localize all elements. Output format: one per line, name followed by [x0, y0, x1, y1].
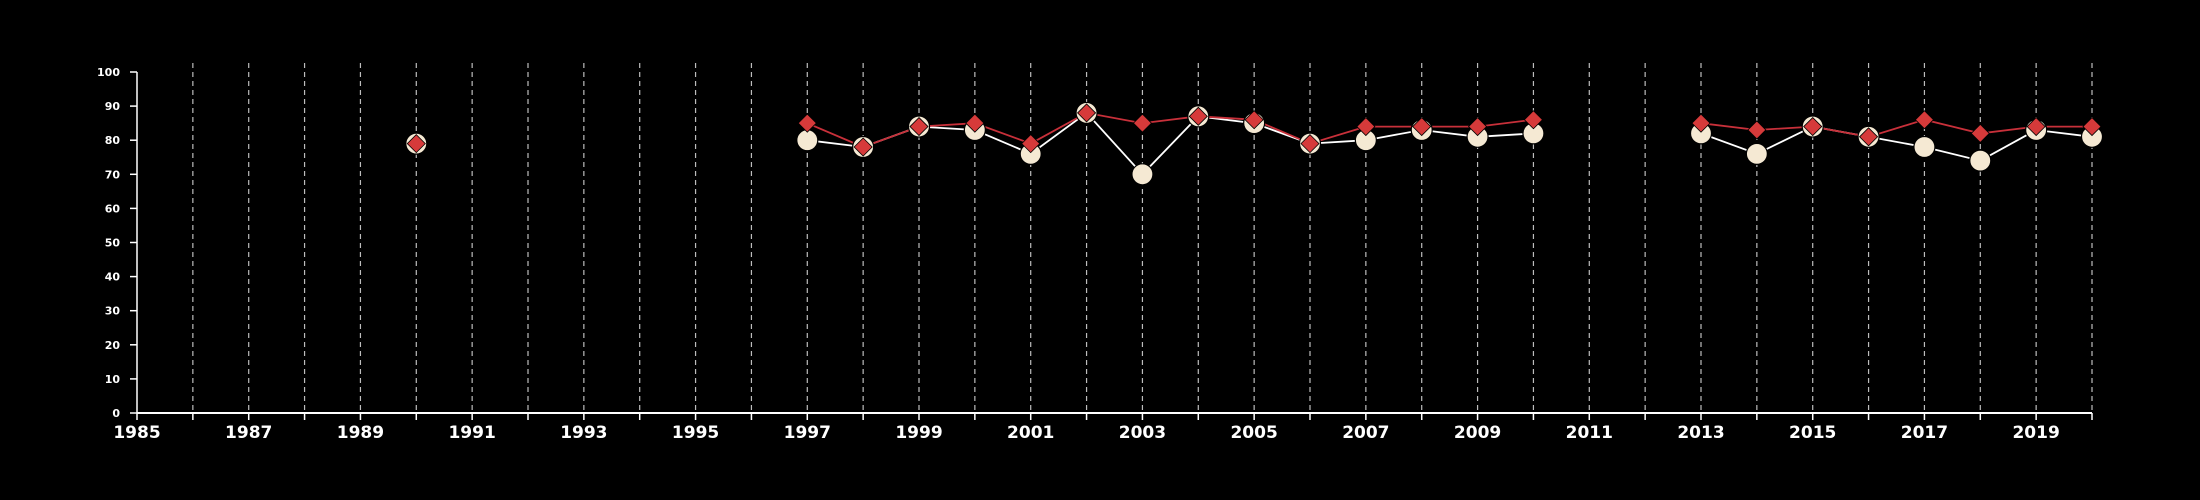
y-tick-label: 90 [105, 100, 121, 113]
data-point-diamond [797, 113, 817, 133]
data-point-diamond [1300, 134, 1320, 154]
x-tick-label: 2013 [1677, 423, 1724, 443]
data-point-diamond [1132, 113, 1152, 133]
x-tick-label: 1993 [560, 423, 607, 443]
y-tick-label: 10 [105, 373, 121, 386]
y-tick-label: 50 [105, 237, 121, 250]
x-tick-label: 1995 [672, 423, 719, 443]
x-tick-label: 2011 [1566, 423, 1613, 443]
y-tick-label: 70 [105, 168, 121, 181]
data-point-diamond [1077, 103, 1097, 123]
x-tick-label: 2015 [1789, 423, 1836, 443]
y-tick-label: 100 [97, 66, 120, 79]
x-tick-label: 2017 [1901, 423, 1948, 443]
y-tick-label: 30 [105, 305, 121, 318]
x-tick-label: 1989 [337, 423, 384, 443]
data-point-diamond [1021, 134, 1041, 154]
x-tick-label: 1987 [225, 423, 272, 443]
data-point-diamond [2026, 116, 2046, 137]
x-tick-label: 2001 [1007, 423, 1054, 443]
data-point-circle [1131, 163, 1154, 186]
data-point-diamond [1859, 127, 1879, 147]
data-point-diamond [1914, 110, 1934, 130]
y-tick-label: 60 [105, 202, 121, 215]
data-point-diamond [1188, 106, 1208, 126]
x-tick-label: 2005 [1230, 423, 1277, 443]
x-tick-label: 1999 [895, 423, 942, 443]
x-tick-label: 1985 [113, 423, 160, 443]
data-point-diamond [1244, 110, 1264, 130]
data-point-circle [1969, 149, 1992, 172]
data-point-diamond [406, 134, 426, 154]
data-point-diamond [1970, 123, 1990, 143]
x-tick-label: 2003 [1119, 423, 1166, 443]
x-tick-label: 1991 [448, 423, 495, 443]
x-tick-label: 1997 [784, 423, 831, 443]
data-point-diamond [1412, 116, 1432, 137]
data-point-diamond [965, 113, 985, 133]
y-tick-label: 40 [105, 271, 121, 284]
data-point-diamond [1691, 113, 1711, 133]
x-tick-label: 2019 [2012, 423, 2059, 443]
data-point-circle [1745, 142, 1768, 165]
data-point-diamond [1523, 110, 1543, 130]
axes: 1985 1987 1989 1991 1993 1995 1997 1999 2001 2003… [97, 66, 2093, 443]
y-tick-label: 0 [112, 407, 120, 420]
data-point-diamond [1803, 116, 1823, 137]
data-point-diamond [909, 116, 929, 137]
data-point-circle [796, 129, 819, 152]
data-point-diamond [2082, 116, 2102, 137]
y-tick-label: 80 [105, 134, 121, 147]
data-point-diamond [1747, 120, 1767, 140]
series-group [405, 101, 2104, 186]
data-point-diamond [1356, 116, 1376, 137]
data-point-circle [1913, 135, 1936, 159]
y-tick-label: 20 [105, 339, 121, 352]
data-point-diamond [853, 137, 873, 157]
data-point-diamond [1468, 116, 1488, 137]
x-tick-label: 2007 [1342, 423, 1389, 443]
x-tick-label: 2009 [1454, 423, 1501, 443]
